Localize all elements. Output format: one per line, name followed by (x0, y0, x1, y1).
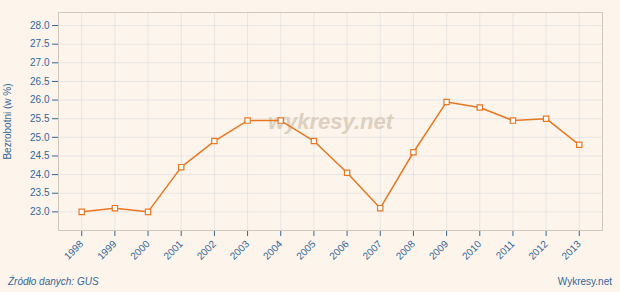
svg-text:2008: 2008 (394, 238, 418, 262)
html-text:Źródło danych: GUS: Źródło danych: GUS (8, 275, 99, 287)
svg-text:23.0: 23.0 (30, 206, 50, 217)
svg-text:Bezrobotni (w %): Bezrobotni (w %) (2, 83, 13, 159)
svg-text:2003: 2003 (228, 238, 252, 262)
svg-text:2010: 2010 (460, 238, 484, 262)
svg-text:27.0: 27.0 (30, 57, 50, 68)
svg-text:2011: 2011 (494, 238, 517, 261)
svg-text:2013: 2013 (559, 238, 583, 262)
svg-text:wykresy.net: wykresy.net (268, 109, 395, 134)
svg-text:2004: 2004 (261, 238, 285, 262)
svg-text:23.5: 23.5 (30, 187, 50, 198)
svg-text:26.0: 26.0 (30, 94, 50, 105)
svg-text:2002: 2002 (195, 238, 219, 262)
svg-text:1998: 1998 (62, 238, 86, 262)
svg-text:24.0: 24.0 (30, 169, 50, 180)
svg-text:27.5: 27.5 (30, 38, 50, 49)
svg-text:2005: 2005 (294, 238, 318, 262)
svg-text:25.5: 25.5 (30, 113, 50, 124)
svg-text:2001: 2001 (161, 238, 185, 262)
svg-text:2006: 2006 (327, 238, 351, 262)
svg-text:24.5: 24.5 (30, 150, 50, 161)
html-text:Wykresy.net: Wykresy.net (557, 275, 612, 287)
svg-text:2000: 2000 (128, 238, 152, 262)
svg-text:28.0: 28.0 (30, 20, 50, 31)
svg-text:2009: 2009 (427, 238, 451, 262)
svg-text:25.0: 25.0 (30, 132, 50, 143)
svg-text:26.5: 26.5 (30, 76, 50, 87)
svg-text:1999: 1999 (95, 238, 119, 262)
svg-text:2012: 2012 (526, 238, 550, 262)
svg-text:2007: 2007 (360, 238, 384, 262)
